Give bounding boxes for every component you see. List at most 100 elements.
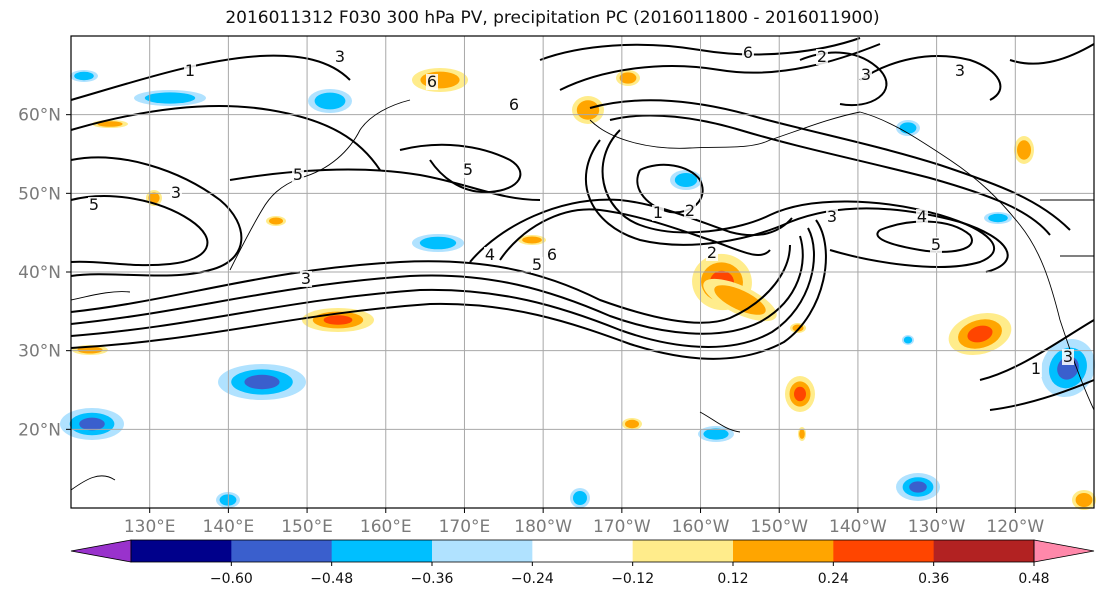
pv-contour-line: [989, 379, 1095, 411]
precip-anomaly: [625, 419, 639, 429]
lat-tick-label: 20°N: [18, 420, 61, 440]
lat-tick-label: 30°N: [18, 342, 61, 362]
precip-anomaly: [619, 72, 637, 84]
colorbar: −0.60 −0.48 −0.36 −0.24 −0.12 0.12 0.24 0.36 0.4…: [70, 539, 1095, 587]
precip-anomaly: [148, 192, 160, 204]
colorbar-tick-label: −0.36: [411, 571, 454, 587]
pv-contour-line: [601, 129, 995, 268]
precip-anomaly: [899, 122, 917, 134]
contour-value-label: 6: [427, 72, 437, 91]
precip-anomaly: [97, 121, 123, 127]
contour-value-label: 1: [653, 203, 663, 222]
precip-anomaly: [794, 386, 806, 402]
coastline: [70, 475, 116, 491]
pv-contour-line: [799, 51, 888, 107]
colorbar-swatch: [632, 540, 734, 562]
colorbar-swatch: [933, 540, 1035, 562]
pv-contour-line: [636, 163, 704, 214]
pv-contours: [70, 37, 1095, 411]
pv-contour-line: [1009, 43, 1095, 65]
precip-anomaly: [269, 217, 283, 225]
contour-value-label: 5: [463, 160, 473, 179]
precip-anomaly: [967, 325, 993, 343]
contour-value-label: 2: [817, 47, 827, 66]
colorbar-tick-label: 0.36: [918, 571, 949, 587]
colorbar-tick-label: 0.48: [1018, 571, 1049, 587]
contour-value-label: 3: [301, 269, 311, 288]
lon-tick-label: 180°W: [514, 517, 572, 537]
contour-value-label: 4: [485, 245, 495, 264]
pv-contour-line: [70, 219, 827, 360]
contour-value-label: 5: [931, 235, 941, 254]
contour-value-label: 3: [335, 47, 345, 66]
contour-value-label: 1: [1031, 359, 1041, 378]
colorbar-tick-label: 0.12: [717, 571, 748, 587]
precip-anomaly: [573, 491, 587, 505]
contour-value-label: 3: [827, 207, 837, 226]
lon-tick-label: 150°E: [281, 517, 333, 537]
pv-contour-line: [559, 43, 881, 91]
lat-tick-label: 40°N: [18, 263, 61, 283]
pv-contour-line: [70, 105, 381, 171]
contour-value-label: 2: [707, 243, 717, 262]
colorbar-swatch: [131, 540, 232, 562]
precip-anomaly: [903, 336, 913, 344]
contour-value-label: 3: [1063, 347, 1073, 366]
colorbar-swatch: [231, 540, 333, 562]
lat-tick-label: 60°N: [18, 106, 61, 126]
lat-tick-label: 50°N: [18, 184, 61, 204]
lon-tick-label: 150°W: [750, 517, 808, 537]
precip-anomaly: [244, 374, 280, 390]
contour-value-label: 6: [547, 245, 557, 264]
pv-contour-line: [70, 227, 815, 348]
contour-value-label: 5: [532, 255, 542, 274]
pv-contour-line: [979, 319, 1095, 381]
map-title: 2016011312 F030 300 hPa PV, precipitatio…: [225, 8, 880, 28]
precipitation-shading: [60, 68, 1096, 510]
graticule: [71, 36, 1094, 508]
axis-labels: 130°E 140°E 150°E 160°E 170°E 180°W 170°W 160°W…: [18, 106, 1044, 537]
coastline: [859, 111, 1095, 411]
lon-tick-label: 160°W: [672, 517, 730, 537]
contour-value-label: 6: [743, 43, 753, 62]
contour-value-label: 2: [685, 201, 695, 220]
pv-contour-line: [70, 244, 791, 324]
lon-tick-label: 170°E: [439, 517, 491, 537]
pv-contour-line: [876, 220, 973, 253]
precip-anomaly: [1017, 140, 1031, 160]
contour-value-label: 3: [171, 183, 181, 202]
contour-value-label: 3: [955, 61, 965, 80]
pv-contour-line: [859, 55, 1002, 101]
coastline: [699, 411, 741, 433]
pv-contour-line: [539, 37, 861, 61]
contour-value-label: 4: [917, 207, 927, 226]
precip-anomaly: [909, 481, 927, 493]
precip-anomaly: [522, 236, 542, 244]
coastlines: [70, 99, 1095, 491]
contour-value-label: 1: [185, 61, 195, 80]
colorbar-swatch: [331, 540, 433, 562]
lon-tick-label: 170°W: [593, 517, 651, 537]
precip-anomaly: [419, 236, 457, 250]
contour-value-label: 5: [89, 195, 99, 214]
pv-contour-line: [70, 235, 804, 335]
lon-tick-label: 120°W: [986, 517, 1044, 537]
precip-anomaly: [576, 100, 600, 120]
pv-contour-line: [589, 99, 1071, 231]
colorbar-swatch: [833, 540, 935, 562]
coastline: [299, 99, 411, 179]
colorbar-tick-label: −0.24: [511, 571, 554, 587]
lon-tick-label: 130°W: [908, 517, 966, 537]
lon-tick-label: 130°E: [124, 517, 176, 537]
colorbar-tick-label: −0.60: [210, 571, 253, 587]
colorbar-swatch: [432, 540, 533, 562]
colorbar-tick-label: −0.48: [310, 571, 353, 587]
pv-contour-line: [70, 195, 209, 267]
coastline: [589, 111, 861, 149]
lon-tick-label: 140°E: [203, 517, 255, 537]
colorbar-extend-high: [1033, 539, 1095, 563]
precip-anomaly: [74, 71, 94, 81]
colorbar-tick-label: −0.12: [611, 571, 654, 587]
precip-anomaly: [144, 92, 196, 104]
